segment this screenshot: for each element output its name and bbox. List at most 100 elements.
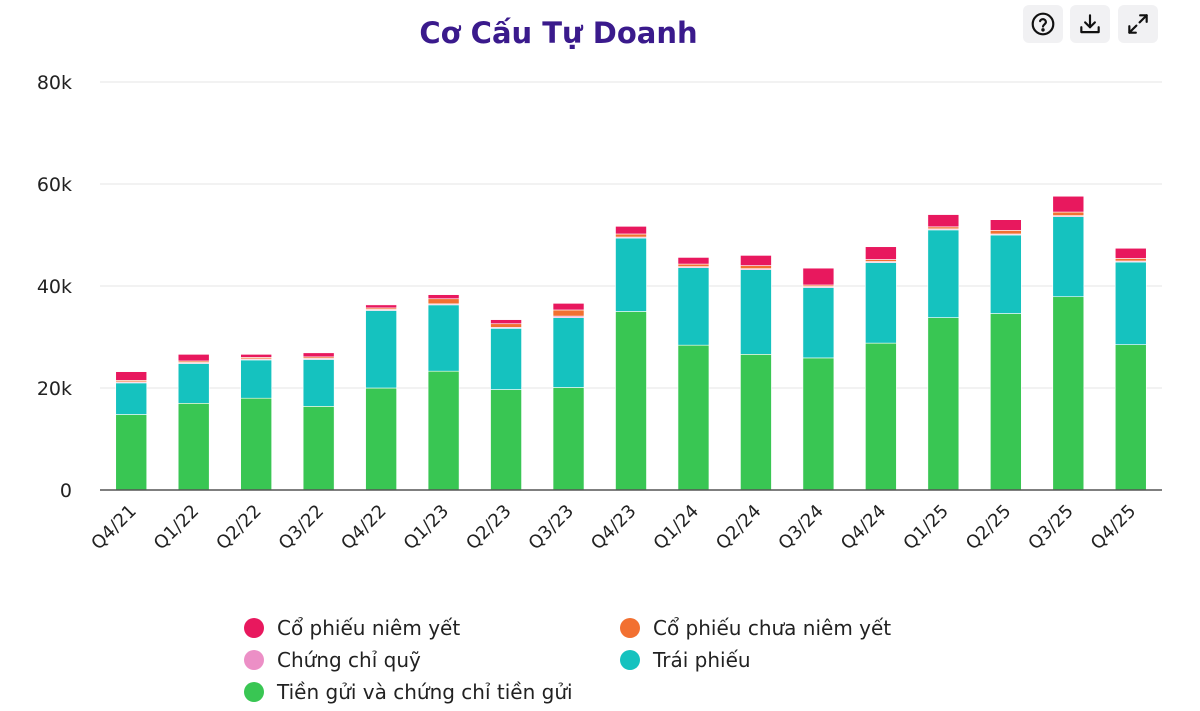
bar-segment[interactable] <box>302 359 335 407</box>
x-tick-label: Q1/23 <box>400 501 453 554</box>
x-tick-label: Q3/24 <box>774 501 827 554</box>
bar-segment[interactable] <box>927 229 960 318</box>
legend-label: Chứng chỉ quỹ <box>277 648 421 672</box>
bar-segment[interactable] <box>427 304 460 372</box>
bar-stack[interactable] <box>802 267 835 491</box>
bar-segment[interactable] <box>1052 296 1085 491</box>
bar-segment[interactable] <box>927 226 960 230</box>
x-tick-label: Q1/22 <box>150 501 203 554</box>
bar-segment[interactable] <box>552 309 585 317</box>
bar-segment[interactable] <box>1052 211 1085 216</box>
bar-segment[interactable] <box>490 319 522 325</box>
bar-segment[interactable] <box>115 382 148 415</box>
bar-segment[interactable] <box>490 328 522 390</box>
legend-item-co-phieu-niem-yet[interactable]: Cổ phiếu niêm yết <box>244 616 460 640</box>
legend: Cổ phiếu niêm yết Cổ phiếu chưa niêm yết… <box>0 612 1200 711</box>
bar-segment[interactable] <box>802 357 835 491</box>
bar-segment[interactable] <box>615 237 647 312</box>
bar-segment[interactable] <box>990 230 1022 235</box>
legend-marker <box>620 650 640 670</box>
bar-stack[interactable] <box>1052 195 1085 491</box>
bar-segment[interactable] <box>302 406 335 491</box>
bar-stack[interactable] <box>302 352 335 491</box>
bar-stack[interactable] <box>677 257 710 491</box>
bar-segment[interactable] <box>865 246 897 260</box>
bar-segment[interactable] <box>1114 261 1147 345</box>
bar-segment[interactable] <box>1114 344 1147 491</box>
bar-segment[interactable] <box>365 304 397 309</box>
bar-segment[interactable] <box>365 310 397 389</box>
bar-segment[interactable] <box>115 371 148 381</box>
bar-stack[interactable] <box>115 371 148 491</box>
legend-item-chung-chi-quy[interactable]: Chứng chỉ quỹ <box>244 648 421 672</box>
legend-label: Trái phiếu <box>653 648 751 672</box>
bar-stack[interactable] <box>490 319 522 491</box>
bar-segment[interactable] <box>1114 247 1147 259</box>
bar-segment[interactable] <box>240 359 272 399</box>
download-button[interactable] <box>1070 5 1110 43</box>
bar-segment[interactable] <box>865 262 897 344</box>
bar-segment[interactable] <box>1114 258 1147 262</box>
legend-item-co-phieu-chua-niem-yet[interactable]: Cổ phiếu chưa niêm yết <box>620 616 891 640</box>
help-button[interactable] <box>1023 5 1063 43</box>
bar-segment[interactable] <box>490 389 522 491</box>
bar-segment[interactable] <box>365 387 397 491</box>
expand-button[interactable] <box>1118 5 1158 43</box>
bar-segment[interactable] <box>990 219 1022 231</box>
bar-segment[interactable] <box>990 234 1022 314</box>
bar-segment[interactable] <box>1052 216 1085 298</box>
bar-segment[interactable] <box>615 233 647 238</box>
bar-segment[interactable] <box>927 214 960 228</box>
bar-segment[interactable] <box>490 323 522 328</box>
bar-stack[interactable] <box>740 255 772 491</box>
bar-stack[interactable] <box>615 226 647 491</box>
bar-segment[interactable] <box>1052 195 1085 213</box>
bar-stack[interactable] <box>427 294 460 491</box>
expand-icon <box>1128 14 1148 34</box>
legend-marker <box>244 682 264 702</box>
bar-stack[interactable] <box>552 303 585 491</box>
bar-segment[interactable] <box>240 354 272 358</box>
bar-segment[interactable] <box>240 397 272 491</box>
bar-segment[interactable] <box>552 303 585 311</box>
bar-segment[interactable] <box>427 294 460 300</box>
chart-title: Cơ Cấu Tự Doanh <box>419 16 698 50</box>
bar-segment[interactable] <box>740 354 772 491</box>
bar-segment[interactable] <box>740 265 772 269</box>
bar-stack[interactable] <box>927 214 960 491</box>
legend-marker <box>244 618 264 638</box>
legend-item-tien-gui[interactable]: Tiền gửi và chứng chỉ tiền gửi <box>244 680 573 704</box>
bar-segment[interactable] <box>802 267 835 286</box>
bar-segment[interactable] <box>615 226 647 235</box>
bar-segment[interactable] <box>427 298 460 305</box>
bar-stack[interactable] <box>990 219 1022 491</box>
bar-segment[interactable] <box>677 267 710 346</box>
bar-segment[interactable] <box>177 402 210 491</box>
bar-stack[interactable] <box>240 354 272 491</box>
bar-segment[interactable] <box>677 344 710 491</box>
bar-segment[interactable] <box>302 352 335 358</box>
bar-stack[interactable] <box>177 354 210 491</box>
bar-segment[interactable] <box>615 311 647 491</box>
legend-item-trai-phieu[interactable]: Trái phiếu <box>620 648 751 672</box>
x-tick-label: Q4/22 <box>337 501 390 554</box>
bar-stack[interactable] <box>365 304 397 491</box>
bar-segment[interactable] <box>677 257 710 265</box>
bar-segment[interactable] <box>802 287 835 359</box>
bar-stack[interactable] <box>1114 247 1147 491</box>
bar-segment[interactable] <box>740 255 772 266</box>
bar-segment[interactable] <box>990 313 1022 491</box>
bar-segment[interactable] <box>552 317 585 388</box>
bar-segment[interactable] <box>927 317 960 491</box>
bar-segment[interactable] <box>115 414 148 491</box>
bar-segment[interactable] <box>865 259 897 262</box>
bar-segment[interactable] <box>427 370 460 491</box>
bar-segment[interactable] <box>177 354 210 362</box>
bar-segment[interactable] <box>740 269 772 355</box>
bar-segment[interactable] <box>177 363 210 404</box>
bar-segment[interactable] <box>865 342 897 491</box>
legend-label: Cổ phiếu chưa niêm yết <box>653 616 892 640</box>
bar-stack[interactable] <box>865 246 897 491</box>
bar-segment[interactable] <box>677 263 710 267</box>
bar-segment[interactable] <box>552 387 585 491</box>
